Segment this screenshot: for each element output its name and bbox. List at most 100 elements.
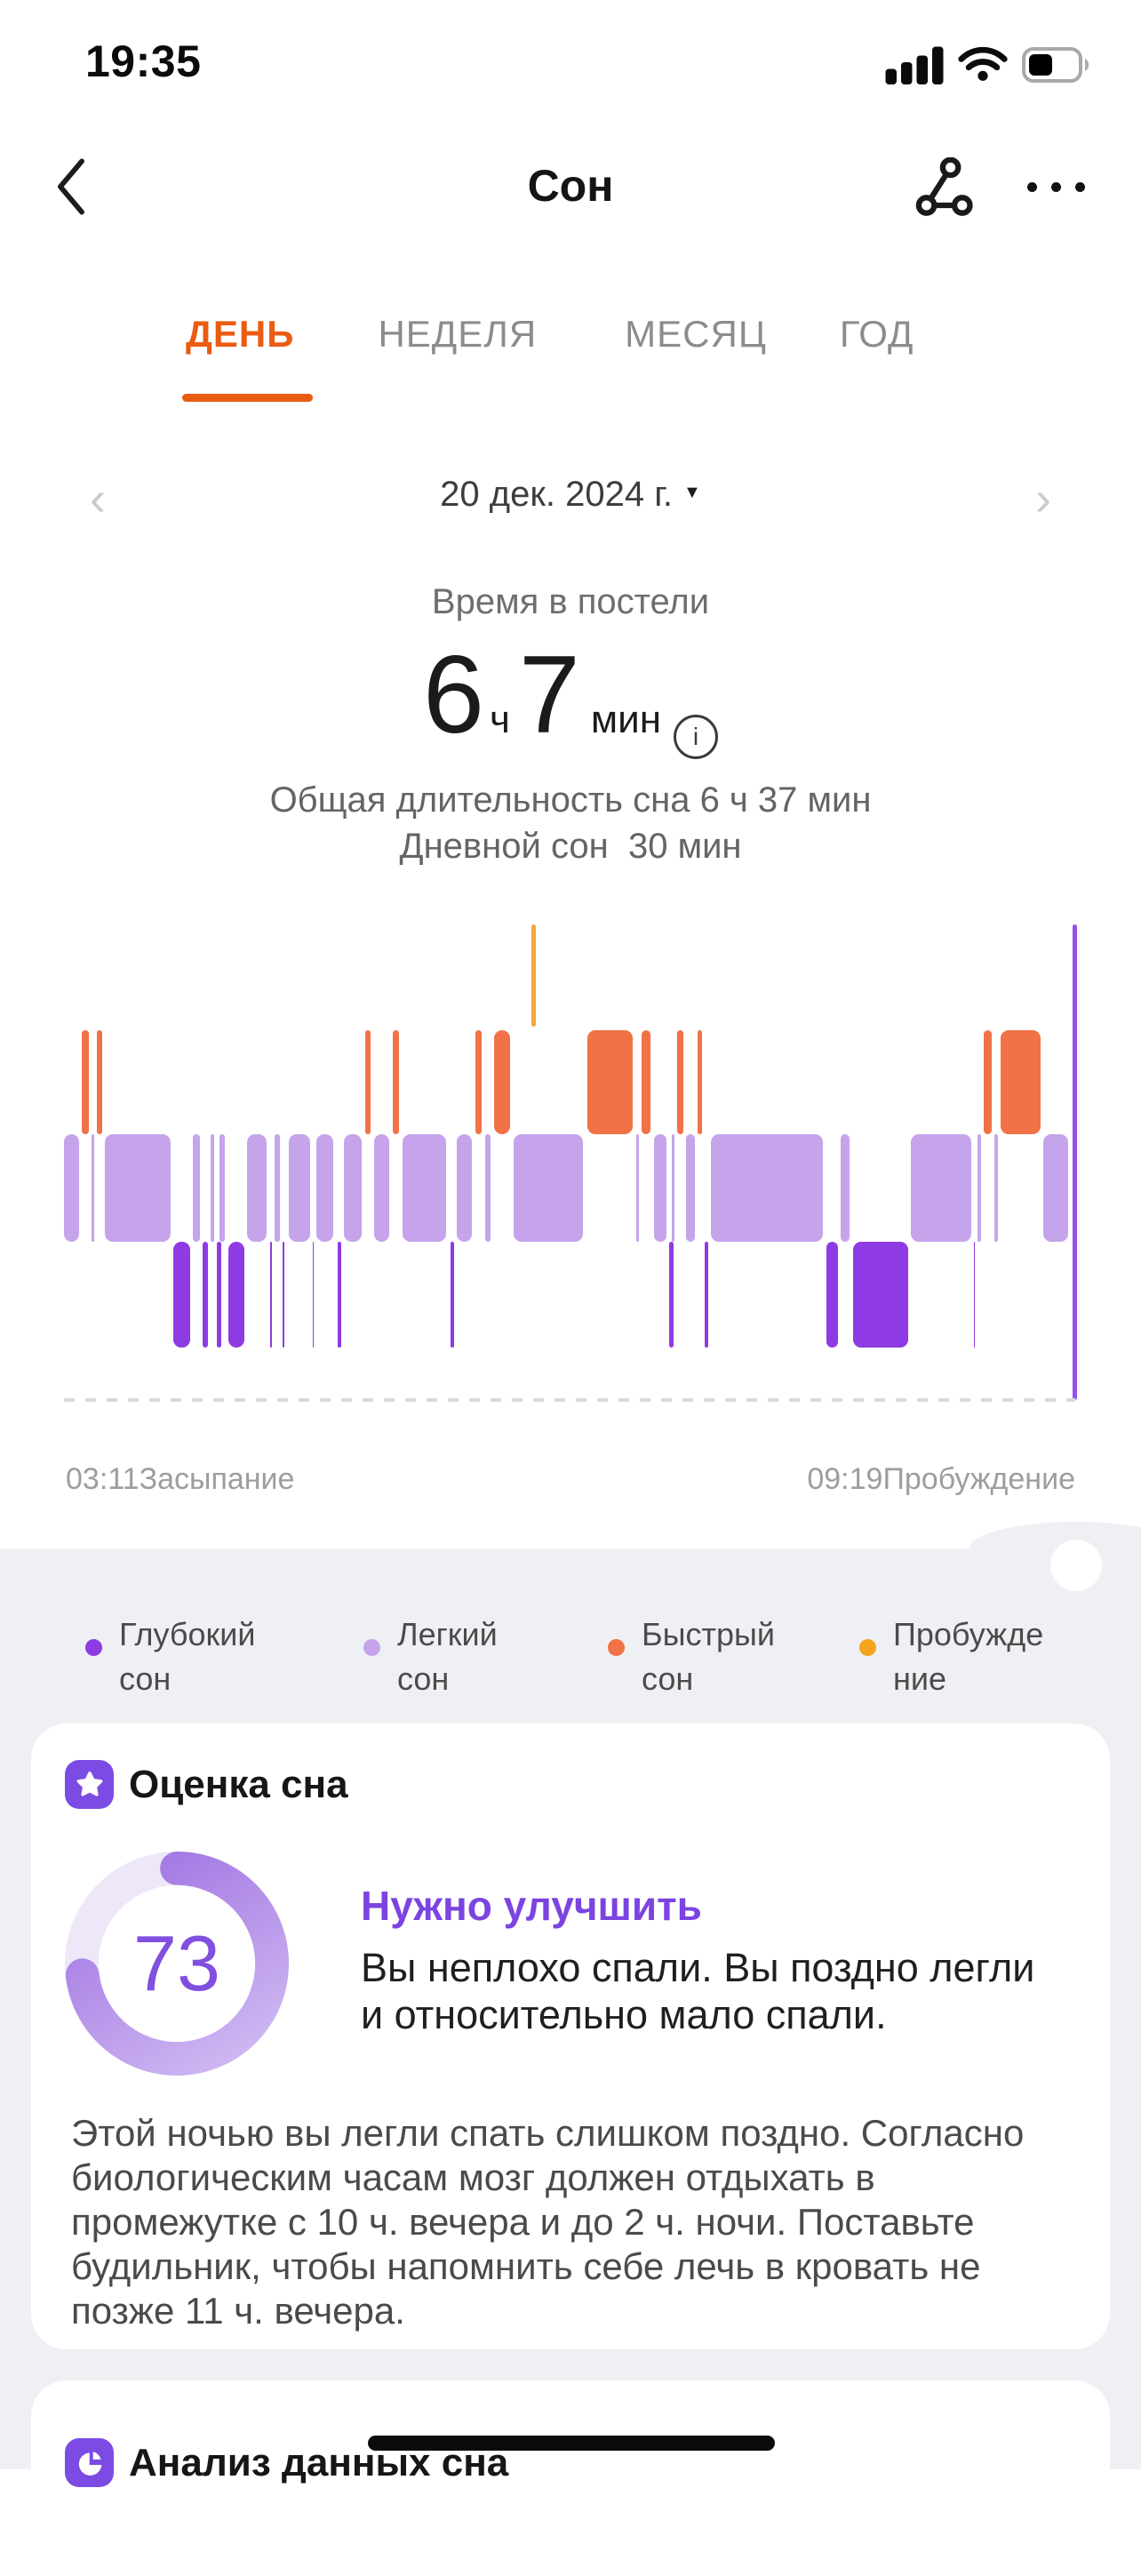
sleep-segment-rem <box>1001 1029 1041 1134</box>
lower-section: Глубокий сон Легкий сон Быстрый сон Пробужд… <box>0 1522 1141 2576</box>
day-nap-line: Дневной сон 30 мин <box>399 827 742 866</box>
sleep-segment-rem <box>365 1029 371 1134</box>
home-indicator[interactable] <box>368 2436 775 2451</box>
sleep-segment-deep <box>203 1241 208 1348</box>
legend-label: Легкий сон <box>397 1616 498 1697</box>
wifi-icon <box>958 46 1008 88</box>
sleep-score-ring: 73 <box>65 1852 289 2076</box>
previous-day-button[interactable]: ‹ <box>90 472 106 525</box>
sleep-segment-deep <box>228 1241 244 1348</box>
tab-day[interactable]: ДЕНЬ <box>186 313 295 355</box>
sleep-segment-deep <box>216 1241 221 1348</box>
sleep-analysis-card[interactable]: Анализ данных сна <box>31 2380 1110 2576</box>
tab-year[interactable]: ГОД <box>839 313 914 355</box>
legend-item-awake: Пробужде ние <box>859 1612 1043 1701</box>
deep-sleep-dot-icon <box>85 1639 102 1656</box>
sleep-segment-deep <box>705 1241 708 1348</box>
sleep-segment-deep <box>852 1241 908 1348</box>
sleep-segment-deep <box>668 1241 674 1348</box>
caret-down-icon: ▼ <box>683 482 701 502</box>
sleep-segment-deep <box>826 1241 838 1348</box>
dot-icon <box>1026 181 1037 192</box>
back-chevron-icon <box>58 158 84 215</box>
period-tabs: ДЕНЬ НЕДЕЛЯ МЕСЯЦ ГОД <box>186 313 914 356</box>
hours-value: 6 <box>422 634 484 756</box>
minutes-unit: мин <box>590 698 661 741</box>
chart-baseline <box>64 1398 1075 1402</box>
sleep-segment-rem <box>82 1029 89 1134</box>
battery-icon <box>1022 46 1093 87</box>
total-sleep-line: Общая длительность сна 6 ч 37 мин <box>269 780 872 820</box>
sleep-segment-light <box>710 1133 824 1242</box>
sleep-segment-deep <box>973 1241 975 1348</box>
status-icons <box>885 44 1093 89</box>
score-advice: Этой ночью вы легли спать слишком поздно… <box>71 2112 1025 2332</box>
info-icon[interactable]: i <box>674 715 718 759</box>
sleep-segment-light <box>910 1133 971 1242</box>
sleep-segment-light <box>219 1133 225 1242</box>
status-bar: 19:35 <box>0 0 1141 98</box>
sleep-segment-rem <box>475 1029 482 1134</box>
date-navigation: ‹ 20 дек. 2024 г. ▼ › <box>0 469 1141 532</box>
date-dropdown[interactable]: 20 дек. 2024 г. ▼ <box>0 475 1141 515</box>
page-title: Сон <box>527 161 614 211</box>
date-label: 20 дек. 2024 г. <box>440 475 674 514</box>
time-in-bed-value: 6 ч 7 мин i <box>0 634 1141 759</box>
legend-item-rem: Быстрый сон <box>608 1612 775 1701</box>
rem-sleep-dot-icon <box>608 1639 625 1656</box>
nav-bar: Сон <box>0 133 1141 240</box>
star-icon <box>65 1760 114 1809</box>
sleep-onset-label: 03:11Засыпание <box>66 1462 295 1496</box>
legend-label: Глубокий сон <box>119 1616 256 1697</box>
sleep-hypnogram-chart[interactable] <box>64 924 1077 1400</box>
sleep-segment-light <box>685 1133 695 1242</box>
tab-month[interactable]: МЕСЯЦ <box>625 313 767 355</box>
score-card-header: Оценка сна <box>65 1760 348 1809</box>
share-button[interactable] <box>912 155 983 219</box>
dot-icon <box>1074 181 1085 192</box>
sleep-segment-rem <box>493 1029 511 1134</box>
score-card-title: Оценка сна <box>129 1762 348 1806</box>
sleep-segment-light <box>1043 1133 1068 1242</box>
awake-event-marker <box>531 924 536 1028</box>
score-summary: Вы неплохо спали. Вы поздно легли и отно… <box>361 1945 1035 2037</box>
active-tab-underline <box>182 394 313 402</box>
sleep-segment-rem <box>642 1029 650 1134</box>
sleep-segment-light <box>246 1133 267 1242</box>
score-texts: Нужно улучшить Вы неплохо спали. Вы позд… <box>361 1882 1063 2038</box>
sleep-segment-deep <box>283 1241 285 1348</box>
sleep-segment-light <box>104 1133 171 1242</box>
sleep-segment-light <box>456 1133 472 1242</box>
sleep-segment-deep <box>312 1241 315 1348</box>
light-sleep-dot-icon <box>363 1639 380 1656</box>
cellular-signal-icon <box>885 44 944 89</box>
sleep-segment-light <box>672 1133 674 1242</box>
sleep-segment-light <box>635 1133 640 1242</box>
sleep-segment-light <box>288 1133 310 1242</box>
legend-label: Пробужде ние <box>893 1616 1044 1697</box>
sleep-segment-rem <box>96 1029 102 1134</box>
next-day-button[interactable]: › <box>1035 472 1051 525</box>
more-options-button[interactable] <box>1011 155 1100 219</box>
sleep-score-card[interactable]: Оценка сна 73 Нужно улучшить В <box>31 1724 1110 2349</box>
legend-item-light: Легкий сон <box>363 1612 498 1701</box>
hours-unit: ч <box>489 698 510 741</box>
minutes-value: 7 <box>518 634 580 756</box>
legend-item-deep: Глубокий сон <box>85 1612 256 1701</box>
sleep-segment-deep <box>173 1241 190 1348</box>
sleep-segment-light <box>977 1133 981 1242</box>
sleep-segment-light <box>211 1133 214 1242</box>
sleep-segment-light <box>275 1133 281 1242</box>
sleep-segment-rem <box>676 1029 683 1134</box>
sleep-segment-light <box>403 1133 446 1242</box>
awake-dot-icon <box>859 1639 876 1656</box>
tab-week[interactable]: НЕДЕЛЯ <box>378 313 538 355</box>
sleep-segment-light <box>192 1133 200 1242</box>
legend-label: Быстрый сон <box>642 1616 775 1697</box>
sleep-segment-rem <box>984 1029 992 1134</box>
scroll-notch-circle <box>1050 1540 1102 1591</box>
sleep-segment-light <box>993 1133 998 1242</box>
back-button[interactable] <box>55 153 108 220</box>
sleep-segment-light <box>484 1133 491 1242</box>
